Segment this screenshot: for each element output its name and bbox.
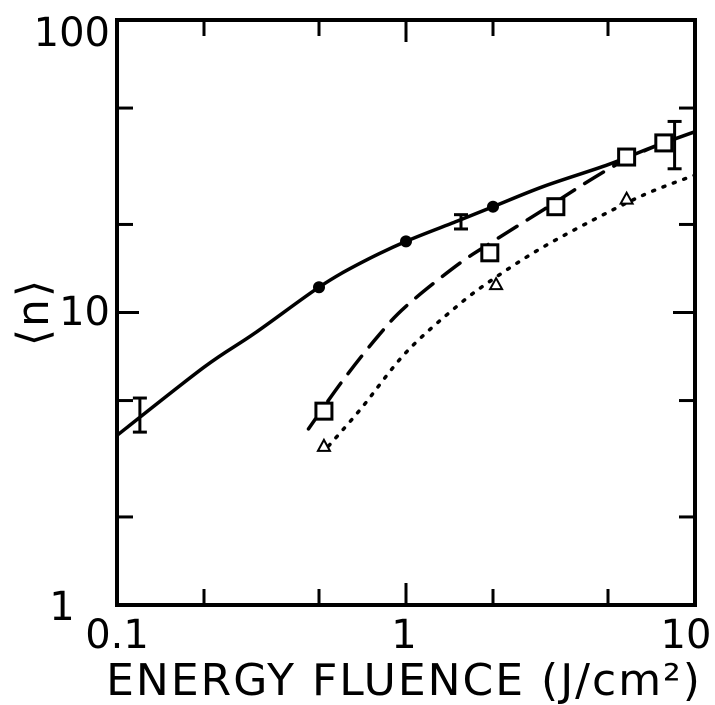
series-1-solid-curve: [115, 129, 697, 438]
x-tick-label-10: 10: [661, 612, 712, 658]
data-markers: [313, 133, 674, 452]
y-tick-label-1: 1: [49, 584, 74, 630]
series-2-point-4: [617, 147, 637, 167]
error-bars: [132, 119, 682, 434]
series-3-point-2: [488, 276, 504, 291]
series-2-dashed-curve: [306, 139, 669, 431]
series-2-point-1: [314, 401, 334, 421]
series-3-dotted-curve: [326, 173, 697, 448]
series-1-point-2: [400, 235, 412, 248]
series-curves: [115, 129, 697, 448]
series-2-point-3: [546, 197, 566, 217]
x-tick-label-1: 1: [391, 612, 416, 658]
series-2-point-5: [654, 133, 674, 153]
series-3-point-1: [316, 437, 332, 452]
series-1-point-1: [313, 281, 326, 294]
tick-labels: 100 10 1 0.1 1 10: [34, 10, 712, 658]
axis-ticks: [117, 20, 695, 605]
plot-frame: [115, 18, 697, 607]
series-1-point-3: [486, 200, 499, 213]
series-2-point-2: [480, 243, 500, 263]
x-tick-label-0.1: 0.1: [85, 612, 149, 658]
y-axis-title: ⟨n⟩: [8, 278, 59, 346]
series-3-point-3: [618, 190, 635, 205]
y-tick-label-100: 100: [34, 10, 110, 56]
y-tick-label-10: 10: [59, 289, 110, 335]
x-axis-title: ENERGY FLUENCE (J/cm²): [106, 655, 702, 705]
